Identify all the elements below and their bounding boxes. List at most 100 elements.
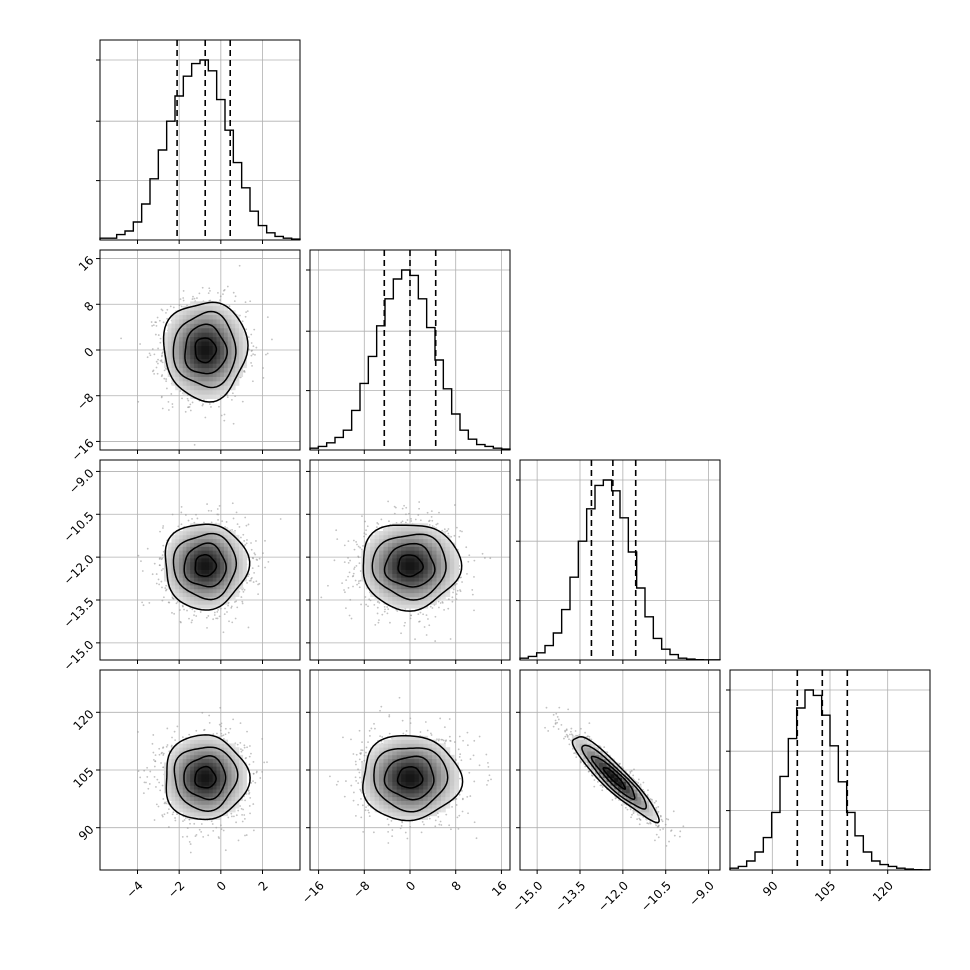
- scatter-point: [161, 784, 164, 787]
- scatter-point: [358, 580, 360, 583]
- scatter-point: [357, 555, 360, 558]
- density-cell: [374, 781, 380, 786]
- scatter-point: [256, 770, 258, 773]
- density-cell: [410, 739, 415, 744]
- density-cell: [220, 527, 225, 532]
- density-cell: [383, 796, 389, 801]
- density-cell: [392, 581, 398, 586]
- density-cell: [208, 561, 214, 567]
- scatter-point: [363, 754, 366, 757]
- density-cell: [440, 762, 446, 767]
- scatter-point: [672, 810, 675, 813]
- scatter-point: [223, 419, 226, 422]
- scatter-point: [353, 568, 355, 570]
- density-cell: [383, 550, 389, 555]
- density-cell: [365, 581, 371, 586]
- scatter-point: [614, 797, 617, 800]
- panel-frame: [99, 39, 301, 241]
- scatter-point: [345, 579, 348, 582]
- scatter-point: [157, 358, 159, 361]
- density-cell: [410, 577, 415, 582]
- scatter-point: [359, 546, 362, 549]
- scatter-point: [253, 328, 256, 331]
- density-cell: [205, 792, 210, 798]
- scatter-point: [189, 843, 192, 845]
- density-cell: [186, 596, 191, 601]
- scatter-point: [419, 519, 422, 522]
- density-cell: [178, 363, 184, 369]
- scatter-point: [665, 817, 668, 820]
- density-cell: [392, 735, 398, 741]
- scatter-point: [236, 606, 239, 609]
- density-cell: [190, 376, 195, 382]
- density-cell: [205, 800, 210, 805]
- density-cell: [440, 588, 446, 594]
- density-cell: [396, 600, 402, 605]
- density-cell: [186, 350, 191, 355]
- scatter-point: [222, 734, 225, 737]
- density-cell: [216, 804, 221, 809]
- density-cell: [193, 573, 199, 578]
- density-cell: [197, 735, 202, 741]
- density-cell: [197, 546, 202, 551]
- scatter-point: [365, 533, 367, 536]
- density-cell: [374, 588, 380, 594]
- scatter-point: [147, 787, 150, 790]
- density-cell: [167, 796, 172, 801]
- density-cell: [383, 569, 389, 574]
- density-cell: [427, 542, 433, 547]
- density-cell: [387, 754, 393, 760]
- density-cell: [220, 743, 225, 748]
- density-cell: [379, 751, 384, 756]
- scatter-point: [240, 536, 242, 539]
- y-tick-label: −10.5: [61, 509, 97, 545]
- density-cell: [182, 747, 187, 752]
- scatter-point: [146, 766, 149, 769]
- scatter-point: [171, 611, 173, 614]
- scatter-point: [195, 729, 198, 732]
- density-cell: [374, 800, 380, 805]
- density-cell: [186, 367, 191, 373]
- density-cell: [190, 604, 195, 609]
- scatter-point: [414, 638, 416, 641]
- scatter-point: [350, 738, 352, 741]
- density-cell: [440, 561, 446, 567]
- scatter-point: [206, 503, 208, 505]
- density-cell: [216, 310, 221, 316]
- density-cell: [197, 376, 202, 382]
- density-cell: [231, 554, 236, 559]
- density-cell: [175, 762, 180, 767]
- density-cell: [193, 800, 199, 805]
- density-cell: [227, 785, 232, 790]
- scatter-point: [237, 809, 240, 812]
- scatter-point: [466, 744, 469, 747]
- density-cell: [178, 336, 184, 342]
- density-cell: [186, 743, 191, 748]
- density-cell: [212, 811, 217, 817]
- density-cell: [238, 754, 244, 760]
- scatter-point: [352, 585, 354, 588]
- density-cell: [182, 363, 187, 369]
- scatter-point: [182, 299, 185, 302]
- density-cell: [427, 600, 433, 605]
- density-cell: [171, 766, 176, 771]
- scatter-point: [158, 583, 161, 586]
- density-cell: [365, 789, 371, 794]
- scatter-point: [544, 726, 546, 729]
- density-cell: [432, 758, 437, 763]
- density-cell: [208, 301, 214, 307]
- scatter-point: [217, 609, 220, 611]
- density-cell: [182, 789, 187, 794]
- scatter-point: [365, 603, 368, 606]
- density-cell: [387, 796, 393, 801]
- density-cell: [201, 739, 206, 744]
- density-cell: [423, 523, 429, 528]
- scatter-point: [218, 837, 221, 840]
- density-cell: [423, 773, 429, 779]
- density-cell: [238, 561, 244, 567]
- density-cell: [401, 796, 406, 801]
- density-cell: [427, 596, 433, 601]
- density-cell: [374, 565, 380, 570]
- density-cell: [432, 573, 437, 578]
- density-cell: [216, 527, 221, 532]
